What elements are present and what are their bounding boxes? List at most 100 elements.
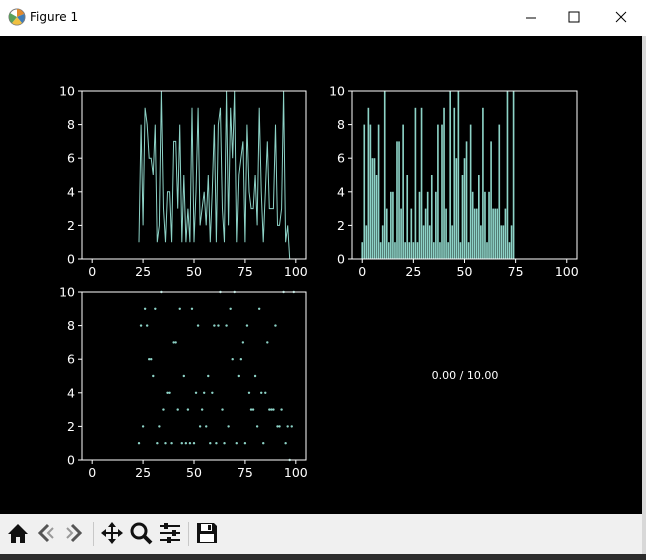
scatter-point (247, 391, 251, 394)
y-tick-label: 0 (67, 252, 75, 267)
zoom-icon (130, 522, 153, 545)
scatter-point (137, 442, 141, 445)
bar (398, 141, 400, 259)
bar (418, 191, 421, 259)
bar (426, 191, 429, 259)
bar (385, 208, 388, 259)
scatter-point (166, 391, 169, 394)
bar (486, 242, 488, 259)
bar (478, 175, 480, 259)
bar (392, 191, 394, 259)
y-tick-label: 10 (329, 84, 345, 99)
scatter-point (215, 442, 218, 445)
y-tick-label: 6 (67, 151, 75, 166)
scatter-point (176, 408, 179, 411)
back-button[interactable] (34, 520, 58, 546)
bar (498, 124, 501, 259)
maximize-button[interactable] (552, 0, 598, 36)
y-tick-label: 6 (337, 151, 345, 166)
home-button[interactable] (6, 520, 30, 546)
configure-subplots-button[interactable] (158, 520, 182, 546)
bar (500, 225, 503, 259)
bar (473, 208, 476, 259)
scatter-point (213, 324, 216, 327)
toolbar-separator (188, 522, 189, 546)
title-bar: Figure 1 (0, 0, 646, 36)
scatter-point (148, 358, 151, 361)
figure-canvas[interactable]: 0 25 50 75 100 0 2 4 6 8 10 0 25 50 75 100 0 2 4 6 8 10 0 25 50 7… (0, 36, 642, 514)
scatter-point (260, 391, 263, 394)
minimize-button[interactable] (508, 0, 554, 36)
scatter-point (178, 307, 181, 310)
bar (447, 242, 449, 259)
zoom-button[interactable] (129, 520, 153, 546)
bar (390, 191, 392, 259)
scatter-point (156, 442, 159, 445)
bar (441, 124, 443, 259)
scatter-point (188, 442, 192, 445)
bar (469, 124, 472, 259)
scatter-point (217, 324, 220, 327)
y-tick-label: 0 (337, 252, 345, 267)
x-tick-label: 75 (237, 264, 253, 279)
close-icon (615, 11, 627, 23)
y-tick-label: 4 (337, 184, 345, 199)
y-tick-label: 10 (59, 84, 75, 99)
bar (424, 208, 427, 259)
bar (371, 158, 374, 259)
status-annotation: 0.00 / 10.00 (432, 369, 499, 382)
bar (361, 242, 364, 259)
x-tick-label: 25 (135, 465, 151, 480)
scatter-point (235, 442, 238, 445)
y-tick-label: 2 (67, 218, 75, 233)
pan-icon (101, 522, 123, 544)
bar (488, 191, 490, 259)
window-edge (642, 36, 646, 554)
bar (435, 191, 437, 259)
scatter-point (253, 374, 257, 378)
scatter-point (200, 408, 204, 411)
bar (433, 242, 435, 259)
scatter-point (174, 341, 177, 344)
bar (449, 91, 451, 259)
save-button[interactable] (195, 520, 219, 546)
scatter-point (141, 425, 145, 428)
bar (379, 242, 382, 259)
bar (394, 242, 396, 259)
scatter-point (143, 307, 147, 310)
scatter-point (268, 408, 271, 411)
forward-icon (66, 523, 83, 543)
bar (388, 242, 390, 259)
x-tick-label: 100 (284, 465, 308, 480)
close-button[interactable] (598, 0, 644, 36)
axes-frame (81, 291, 307, 461)
scatter-point (162, 408, 165, 411)
bar (367, 107, 370, 259)
bar (506, 91, 509, 259)
bar (369, 124, 372, 259)
x-tick-label: 0 (88, 264, 96, 279)
scatter-point (194, 391, 198, 394)
bar (502, 225, 505, 259)
bar (461, 175, 464, 259)
bar (437, 124, 439, 259)
x-tick-label: 75 (237, 465, 253, 480)
y-tick-label: 2 (67, 419, 75, 434)
bar (453, 107, 456, 259)
scatter-point (184, 442, 188, 445)
forward-button[interactable] (62, 520, 86, 546)
scatter-point (255, 425, 259, 428)
scatter-point (180, 442, 183, 445)
subplot-3: 0 25 50 75 100 0 2 4 6 8 10 (59, 285, 308, 481)
bar (375, 175, 378, 259)
home-icon (8, 524, 28, 543)
pan-button[interactable] (100, 520, 124, 546)
bar (471, 191, 474, 259)
scatter-point (266, 341, 269, 344)
y-tick-label: 4 (67, 385, 75, 400)
save-icon (197, 523, 217, 543)
bar (512, 91, 515, 259)
scatter-point (209, 442, 212, 445)
subplot-2: 0 25 50 75 100 0 2 4 6 8 10 (329, 84, 579, 280)
bar (428, 225, 431, 259)
